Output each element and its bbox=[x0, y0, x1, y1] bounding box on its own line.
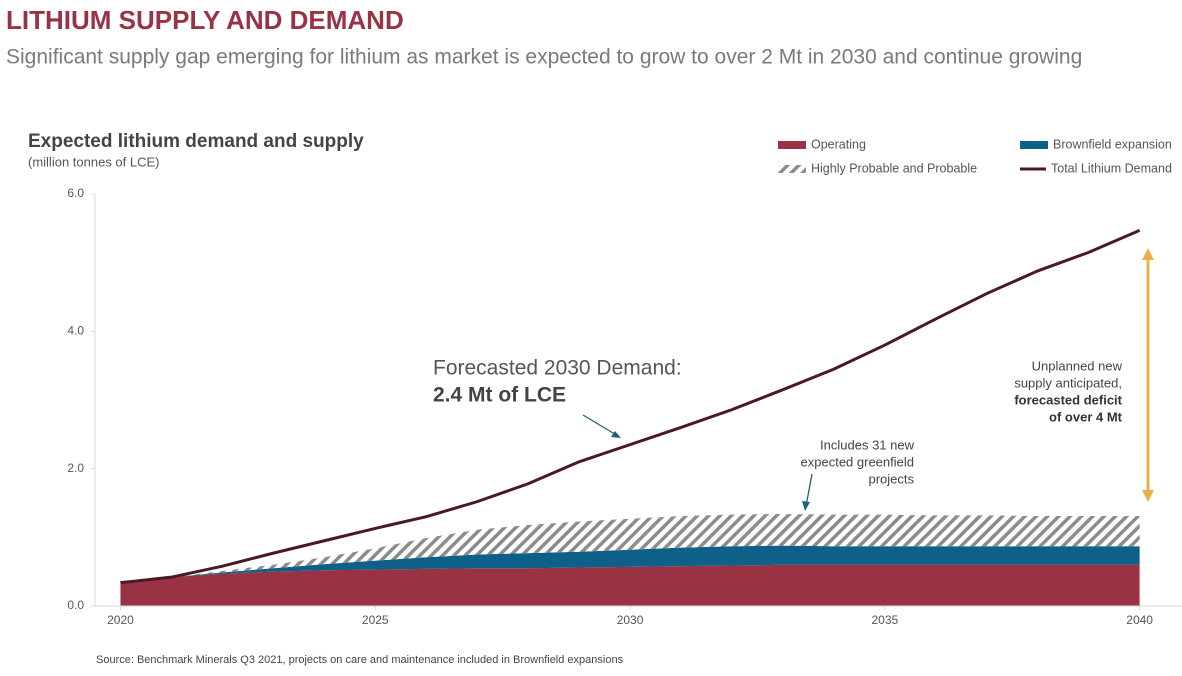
x-tick-label: 2040 bbox=[1126, 613, 1153, 627]
annotations: Forecasted 2030 Demand: 2.4 Mt of LCE In… bbox=[433, 248, 1154, 511]
y-tick-label: 2.0 bbox=[67, 461, 84, 475]
annotation-arrow bbox=[805, 473, 813, 507]
area bbox=[120, 564, 1140, 606]
annotation: Includes 31 new bbox=[820, 437, 915, 452]
y-tick-label: 4.0 bbox=[67, 324, 84, 338]
x-tick-label: 2020 bbox=[107, 613, 134, 627]
annotation: Forecasted 2030 Demand: bbox=[433, 357, 682, 380]
annotation: 2.4 Mt of LCE bbox=[433, 384, 566, 407]
arrow-head bbox=[611, 431, 621, 438]
x-tick-label: 2025 bbox=[362, 613, 389, 627]
chart-title: Expected lithium demand and supply bbox=[28, 131, 364, 152]
legend-label: Total Lithium Demand bbox=[1051, 161, 1172, 175]
annotation: Unplanned new bbox=[1032, 358, 1123, 373]
arrow-head bbox=[802, 501, 810, 511]
legend-label: Operating bbox=[811, 137, 866, 151]
legend-swatch bbox=[778, 141, 806, 149]
source-note: Source: Benchmark Minerals Q3 2021, proj… bbox=[96, 654, 624, 666]
annotation: projects bbox=[868, 471, 914, 486]
x-tick-label: 2035 bbox=[871, 613, 898, 627]
line bbox=[120, 229, 1141, 585]
arrow-head bbox=[1142, 490, 1154, 502]
y-tick-label: 6.0 bbox=[67, 186, 84, 200]
page-title: LITHIUM SUPPLY AND DEMAND bbox=[6, 5, 404, 35]
x-tick-label: 2030 bbox=[617, 613, 644, 627]
legend-swatch bbox=[1020, 141, 1048, 149]
arrow-head bbox=[1142, 248, 1154, 260]
y-tick-label: 0.0 bbox=[67, 598, 84, 612]
legend-swatch bbox=[778, 165, 806, 173]
plot-area: 0.0 2.0 4.0 6.0 2020 2025 2030 2035 2040 Operatin… bbox=[67, 137, 1182, 627]
page-subtitle: Significant supply gap emerging for lith… bbox=[6, 46, 1082, 69]
annotation: forecasted deficit bbox=[1014, 392, 1122, 407]
legend-label: Brownfield expansion bbox=[1053, 137, 1172, 151]
annotation-arrow bbox=[582, 414, 619, 437]
area bbox=[120, 545, 1140, 583]
annotation: supply anticipated, bbox=[1014, 375, 1122, 390]
annotation: expected greenfield bbox=[801, 454, 914, 469]
y-axis-label: (million tonnes of LCE) bbox=[28, 154, 160, 169]
annotation: of over 4 Mt bbox=[1049, 409, 1123, 424]
legend-label: Highly Probable and Probable bbox=[811, 161, 977, 175]
area bbox=[120, 513, 1140, 583]
